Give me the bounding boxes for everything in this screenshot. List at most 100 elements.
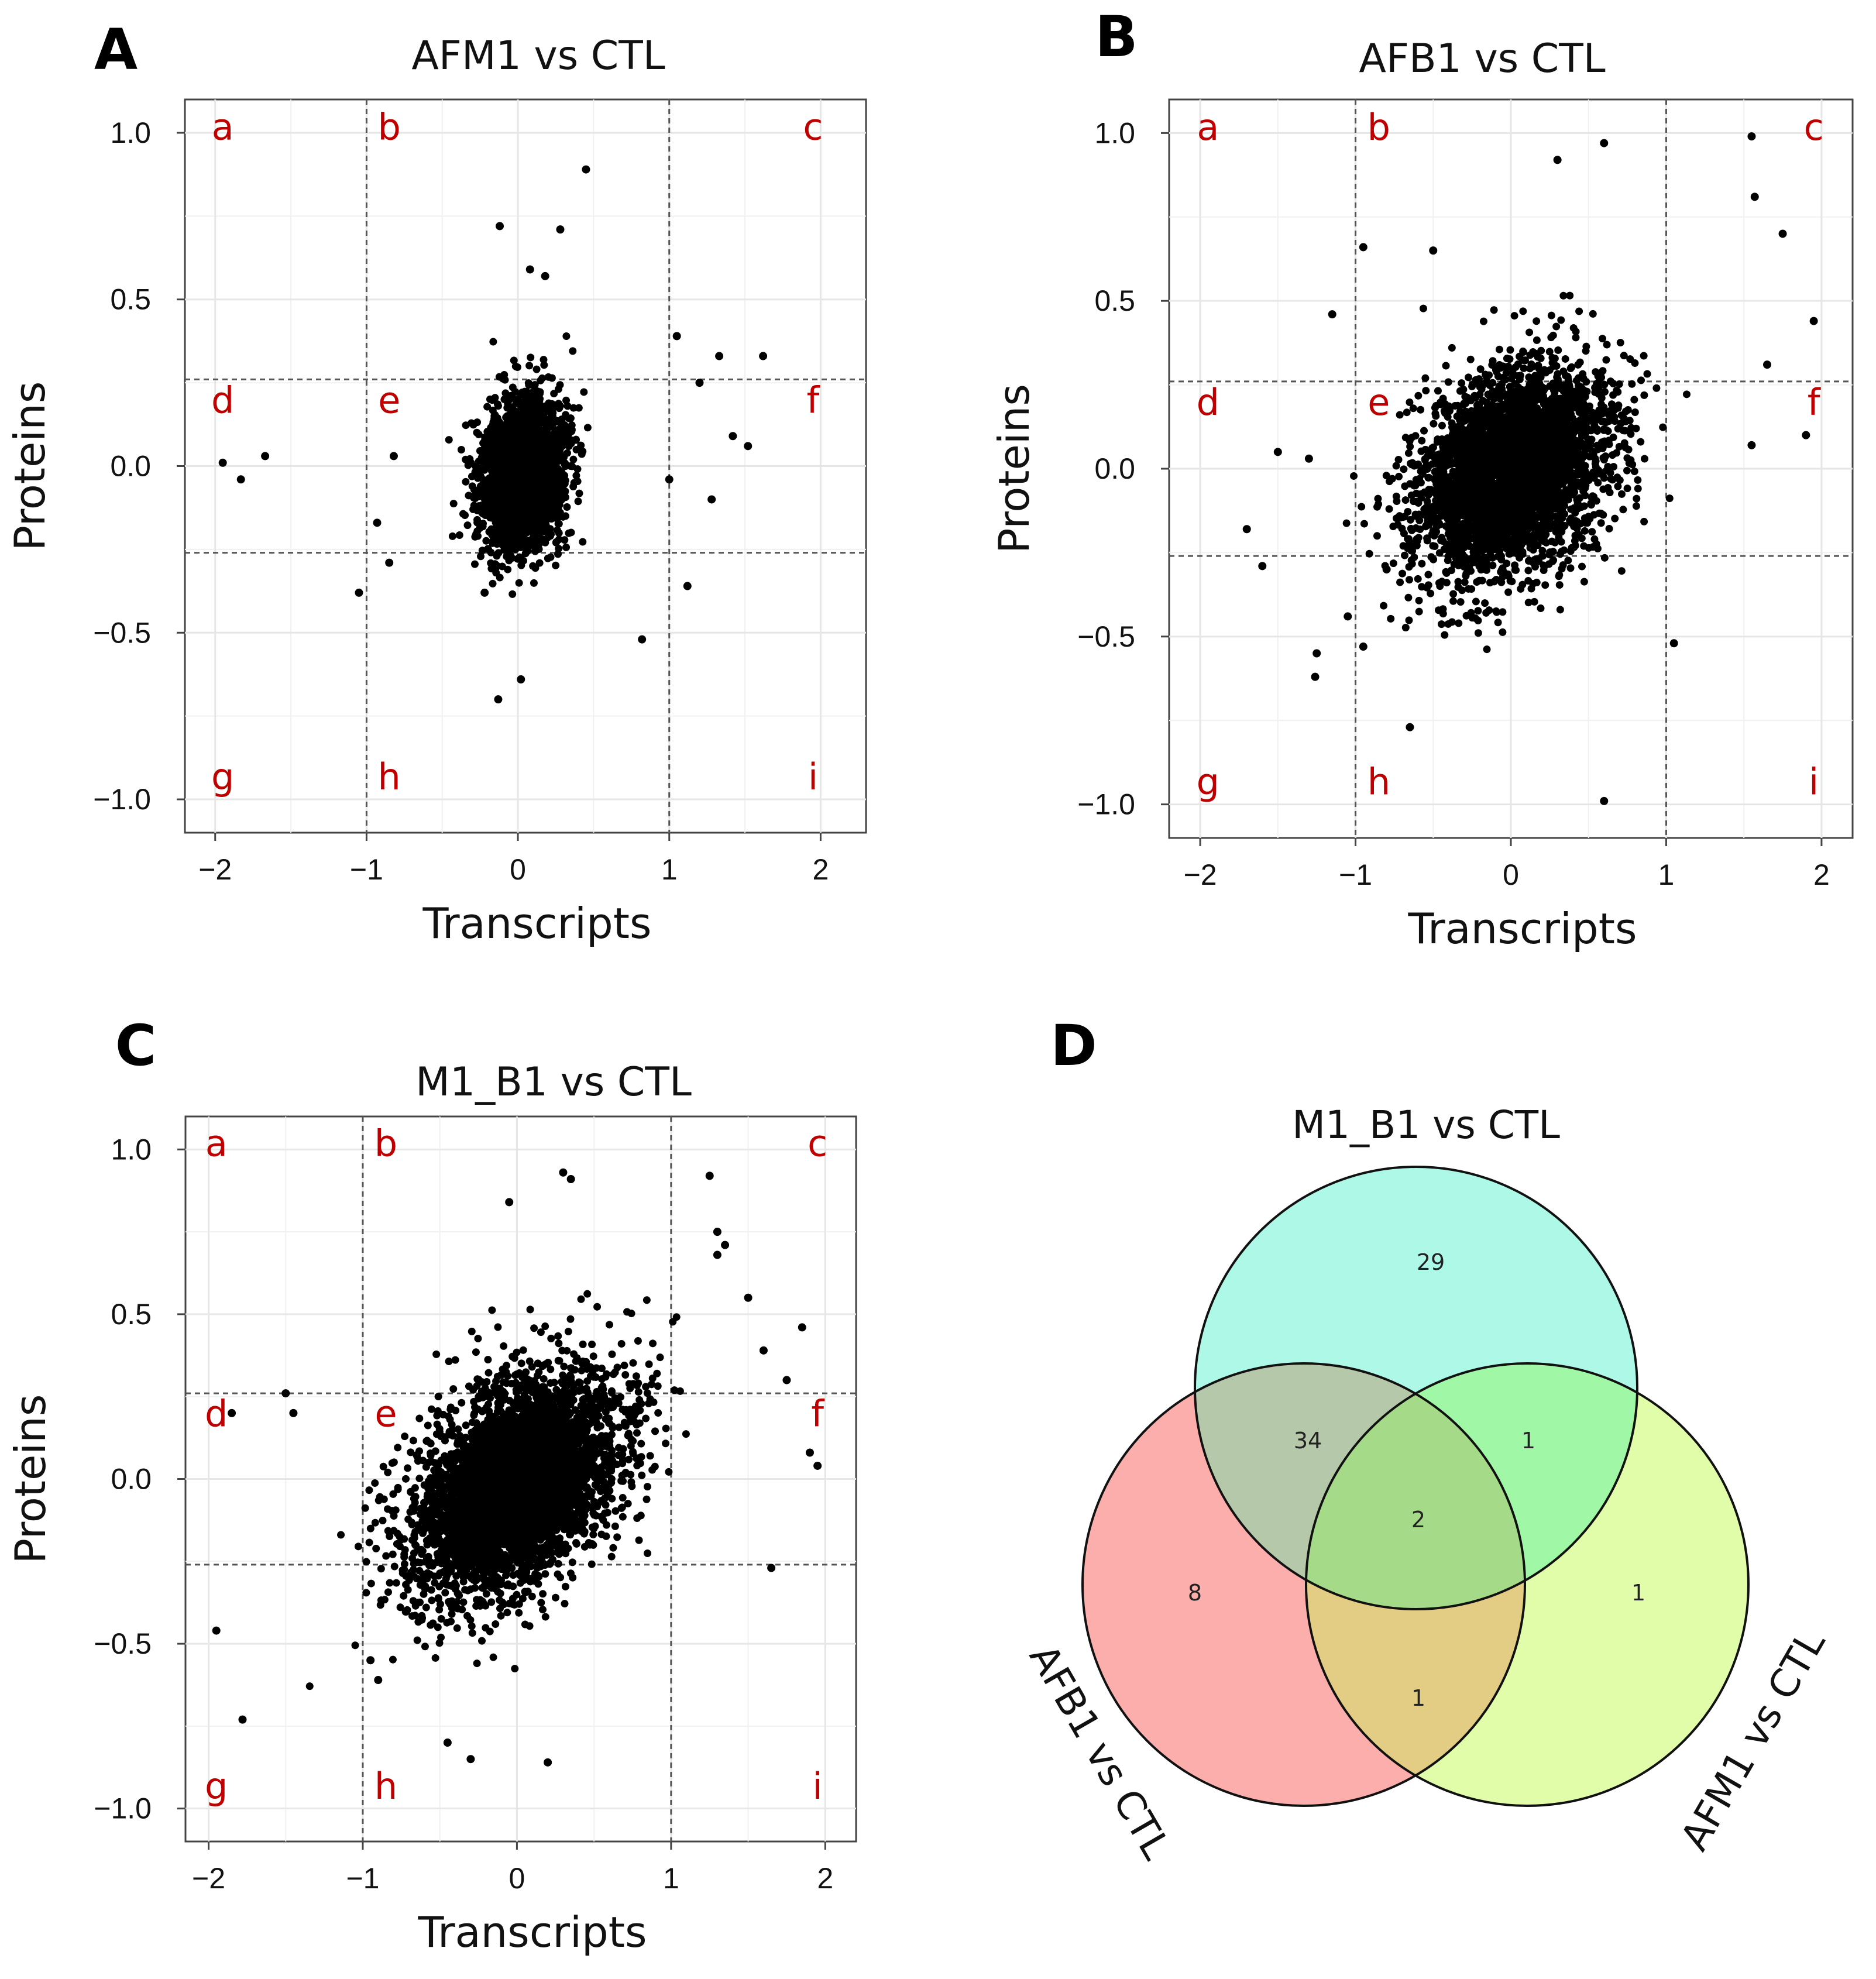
data-point: [1617, 567, 1626, 575]
data-point: [542, 521, 550, 529]
data-point: [510, 475, 518, 483]
data-point: [448, 532, 456, 540]
data-point: [530, 579, 538, 587]
data-point: [1552, 322, 1561, 331]
data-point: [385, 558, 394, 567]
data-point: [1592, 368, 1600, 376]
panel-title: AFM1 vs CTL: [411, 33, 665, 79]
data-point: [496, 573, 504, 582]
panel-title: AFB1 vs CTL: [1359, 36, 1605, 82]
data-point: [514, 395, 522, 403]
data-point: [1630, 467, 1638, 475]
data-point: [1547, 311, 1555, 319]
data-point: [1537, 346, 1545, 355]
data-point: [1533, 336, 1541, 344]
data-point: [489, 338, 497, 346]
data-point: [1495, 345, 1503, 353]
data-point: [551, 472, 559, 480]
data-point: [561, 536, 569, 544]
data-point: [476, 486, 485, 494]
data-point: [1633, 494, 1641, 503]
data-point: [1506, 346, 1514, 354]
data-point: [1588, 528, 1596, 536]
data-point: [1606, 489, 1614, 497]
region-label-f: f: [807, 379, 821, 421]
y-tick-label: 0.0: [110, 450, 151, 483]
data-point: [1611, 514, 1619, 523]
data-point: [569, 404, 578, 412]
data-point: [508, 590, 517, 598]
data-point: [573, 477, 582, 486]
data-point: [1527, 360, 1535, 368]
data-point: [1665, 494, 1674, 503]
data-point: [556, 381, 564, 389]
data-point: [533, 415, 541, 423]
data-point: [1486, 579, 1494, 587]
data-point: [562, 332, 571, 340]
data-point: [538, 374, 546, 382]
data-point: [511, 502, 519, 510]
data-point: [503, 395, 511, 403]
data-point: [550, 390, 558, 398]
data-point: [1504, 588, 1513, 596]
data-point: [556, 225, 565, 234]
data-point: [1637, 438, 1645, 446]
data-point: [1418, 437, 1426, 445]
data-point: [1605, 524, 1613, 532]
data-point: [510, 356, 518, 365]
data-point: [494, 520, 502, 528]
data-point: [1554, 346, 1562, 354]
data-point: [1432, 412, 1440, 420]
data-point: [1632, 424, 1640, 432]
data-point: [501, 423, 509, 431]
data-point: [1643, 370, 1651, 378]
data-point: [474, 532, 482, 540]
data-point: [496, 485, 504, 493]
data-point: [1474, 629, 1482, 637]
data-point: [529, 562, 537, 570]
data-point: [547, 553, 555, 561]
data-point: [1373, 532, 1381, 540]
data-point: [493, 552, 501, 560]
data-point: [1520, 348, 1528, 356]
data-point: [1634, 476, 1642, 484]
data-point: [532, 365, 541, 373]
data-point: [565, 442, 573, 451]
data-point: [579, 447, 587, 455]
data-point: [521, 393, 530, 401]
data-point: [1603, 341, 1611, 349]
data-point: [1434, 387, 1442, 395]
data-point: [1481, 599, 1489, 607]
data-point: [517, 523, 525, 531]
data-point: [569, 455, 578, 463]
data-point: [1405, 563, 1413, 571]
data-point: [638, 635, 647, 644]
data-point: [520, 475, 528, 483]
data-point: [1615, 380, 1623, 389]
y-tick-label: 0.5: [110, 283, 151, 316]
data-point: [496, 429, 504, 437]
data-point: [519, 426, 527, 434]
data-point: [524, 468, 532, 476]
data-point: [507, 463, 516, 471]
data-point: [1396, 411, 1404, 419]
data-point: [463, 521, 472, 530]
data-point: [744, 442, 753, 451]
data-point: [500, 370, 508, 379]
data-point: [1640, 391, 1648, 399]
data-point: [503, 404, 511, 412]
data-point: [541, 500, 549, 509]
data-point: [528, 389, 537, 397]
data-point: [523, 517, 531, 525]
data-point: [1396, 578, 1404, 586]
data-point: [461, 511, 469, 519]
data-point: [567, 528, 575, 537]
data-point: [1399, 569, 1407, 578]
data-point: [1472, 597, 1480, 606]
data-point: [524, 400, 532, 408]
data-point: [563, 503, 571, 511]
data-point: [531, 459, 539, 467]
data-point: [537, 435, 545, 443]
data-point: [516, 482, 524, 490]
